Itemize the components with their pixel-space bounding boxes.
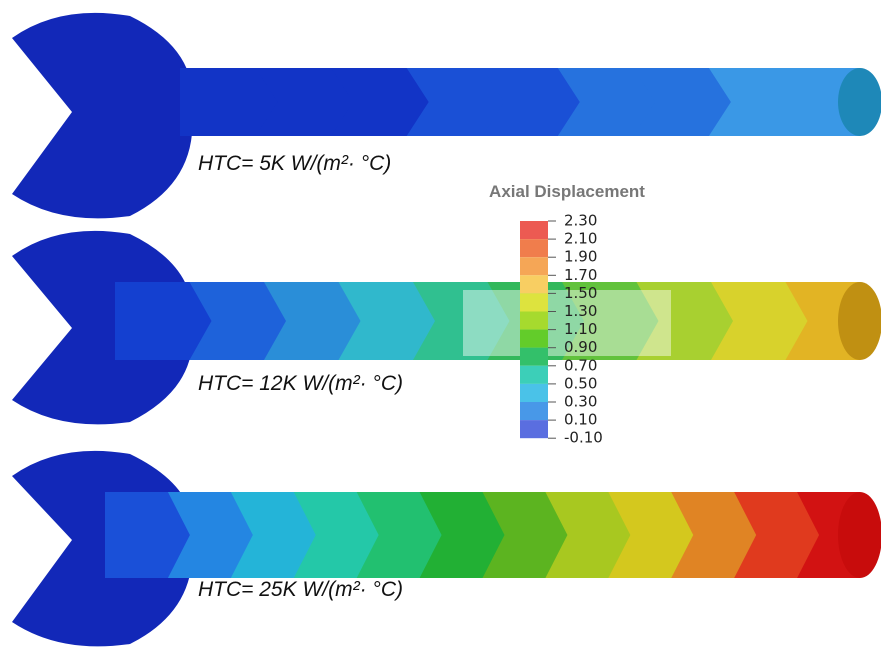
contour-plots: HTC= 5K W/(m²· °C) HTC= 12K W/(m²· °C) HTC… xyxy=(12,13,881,647)
panel-label: HTC= 12K W/(m²· °C) xyxy=(198,372,403,395)
legend-swatch xyxy=(520,293,548,311)
panel-label: HTC= 25K W/(m²· °C) xyxy=(198,578,403,601)
legend-label: 0.70 xyxy=(564,356,597,374)
legend-title: Axial Displacement xyxy=(489,182,645,201)
panel-label: HTC= 5K W/(m²· °C) xyxy=(198,152,391,175)
rod-end xyxy=(838,282,881,360)
legend-label: 1.30 xyxy=(564,302,597,320)
legend-swatch xyxy=(520,384,548,402)
rod-end xyxy=(838,68,881,136)
legend-swatch xyxy=(520,221,548,239)
legend-label: 1.50 xyxy=(564,284,597,302)
legend-label: 2.30 xyxy=(564,212,597,230)
legend-swatch xyxy=(520,239,548,257)
legend-swatch xyxy=(520,348,548,366)
legend-swatch xyxy=(520,366,548,384)
legend-label: 0.50 xyxy=(564,374,597,392)
legend-label: 2.10 xyxy=(564,230,597,248)
legend-label: 1.90 xyxy=(564,248,597,266)
legend-swatch xyxy=(520,402,548,420)
legend-swatch xyxy=(520,312,548,330)
legend-label: 0.10 xyxy=(564,411,597,429)
legend-label: -0.10 xyxy=(564,429,603,447)
legend-label: 1.10 xyxy=(564,320,597,338)
legend-swatch xyxy=(520,275,548,293)
figure: HTC= 5K W/(m²· °C) HTC= 12K W/(m²· °C) HTC… xyxy=(0,0,881,652)
legend-label: 0.30 xyxy=(564,393,597,411)
legend-label: 1.70 xyxy=(564,266,597,284)
legend-label: 0.90 xyxy=(564,338,597,356)
legend-swatch xyxy=(520,257,548,275)
rod-end xyxy=(838,492,881,578)
legend-swatch xyxy=(520,420,548,438)
legend-swatch xyxy=(520,330,548,348)
fan xyxy=(12,13,193,219)
